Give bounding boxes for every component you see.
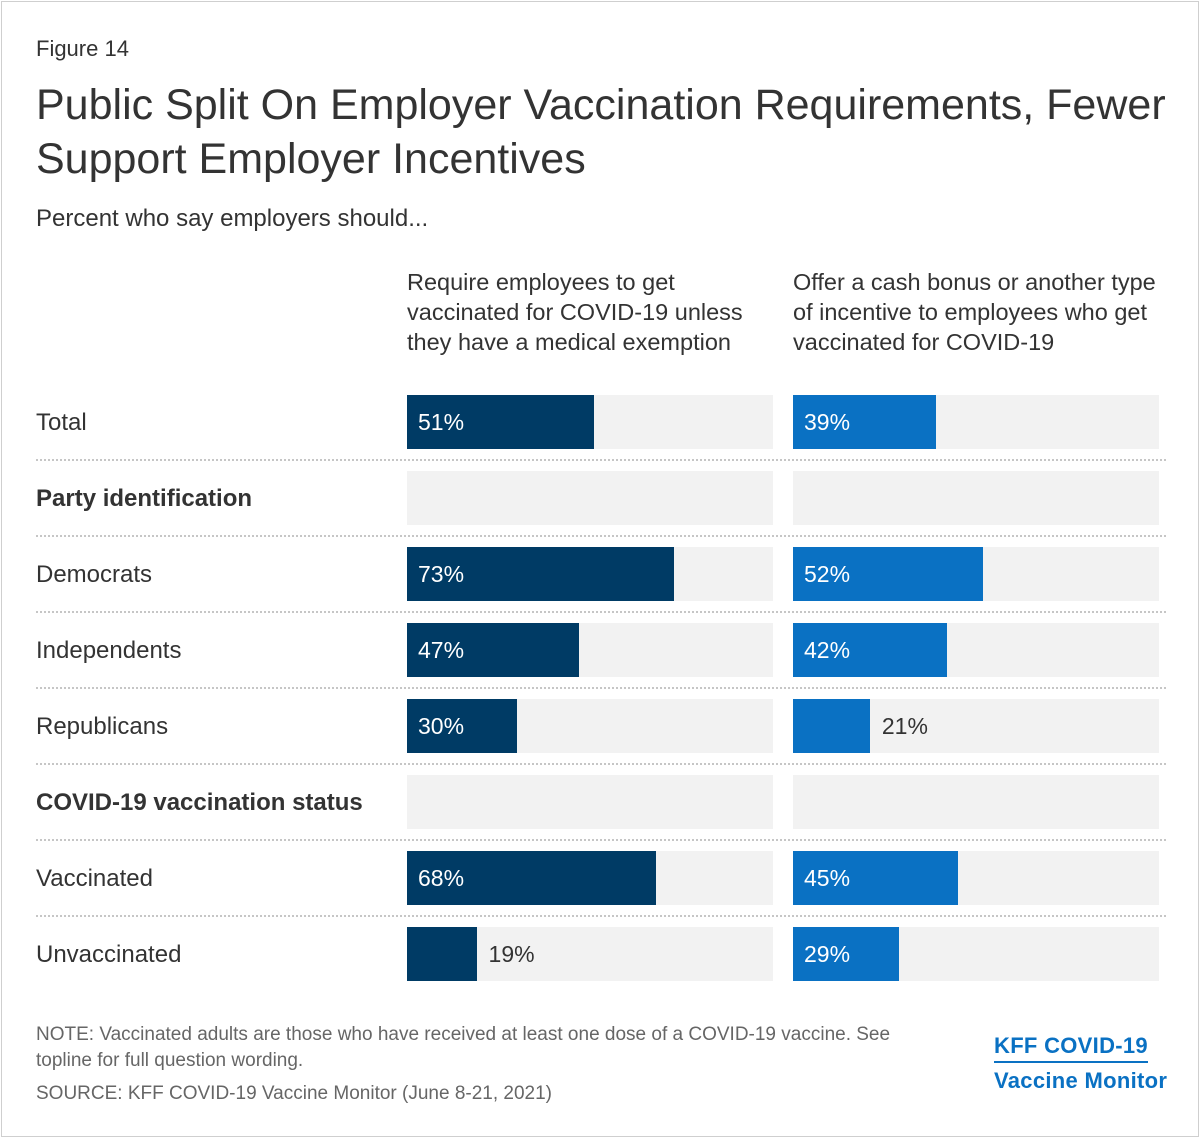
row-divider — [36, 535, 1166, 537]
bar-vaccinated-incentive — [793, 851, 958, 905]
data-label-unvaccinated-require: 19% — [488, 941, 535, 967]
bar-track-covid-19-vaccination-status-incentive — [793, 775, 1159, 829]
footnote: NOTE: Vaccinated adults are those who ha… — [36, 1024, 891, 1071]
bar-track-vaccinated-incentive: 45% — [793, 851, 1159, 905]
row-label-republicans: Republicans — [36, 713, 169, 740]
column-header-incentive: Offer a cash bonus or another type of in… — [793, 269, 1156, 355]
row-label-party-identification: Party identification — [36, 485, 253, 512]
bar-track-party-identification-incentive — [793, 471, 1159, 525]
bar-vaccinated-require — [407, 851, 656, 905]
figure-label: Figure 14 — [36, 36, 129, 61]
brand-logo-line2: Vaccine Monitor — [994, 1068, 1168, 1093]
data-label-republicans-require: 30% — [418, 713, 465, 739]
row-divider — [36, 915, 1166, 917]
bar-unvaccinated-incentive — [793, 927, 900, 981]
row-label-covid-19-vaccination-status: COVID-19 vaccination status — [36, 789, 363, 816]
data-label-total-incentive: 39% — [804, 409, 851, 435]
bar-track-covid-19-vaccination-status-require — [407, 775, 773, 829]
row-divider — [36, 687, 1166, 689]
row-label-independents: Independents — [36, 637, 182, 664]
bar-track-total-incentive: 39% — [793, 395, 1159, 449]
bar-track-unvaccinated-require: 19% — [407, 927, 773, 981]
bar-unvaccinated-require — [407, 927, 477, 981]
bar-track-republicans-incentive: 21% — [793, 699, 1159, 753]
chart-subtitle: Percent who say employers should... — [36, 205, 429, 232]
bar-democrats-incentive — [793, 547, 984, 601]
bar-independents-require — [407, 623, 580, 677]
brand-logo-line1: KFF COVID-19 — [994, 1033, 1148, 1063]
data-label-republicans-incentive: 21% — [881, 713, 928, 739]
row-label-vaccinated: Vaccinated — [36, 865, 153, 892]
bar-republicans-incentive — [793, 699, 870, 753]
row-label-total: Total — [36, 409, 87, 436]
bar-track-independents-incentive: 42% — [793, 623, 1159, 677]
data-label-independents-require: 47% — [418, 637, 465, 663]
bar-independents-incentive — [793, 623, 947, 677]
row-label-democrats: Democrats — [36, 561, 153, 588]
bar-track-democrats-require: 73% — [407, 547, 773, 601]
data-label-independents-incentive: 42% — [804, 637, 851, 663]
data-label-vaccinated-require: 68% — [418, 865, 465, 891]
bar-democrats-require — [407, 547, 675, 601]
column-header-require: Require employees to get vaccinated for … — [407, 269, 743, 355]
bar-total-incentive — [793, 395, 936, 449]
bar-republicans-require — [407, 699, 517, 753]
bar-track-republicans-require: 30% — [407, 699, 773, 753]
bar-track-total-require: 51% — [407, 395, 773, 449]
data-label-democrats-require: 73% — [418, 561, 465, 587]
bar-track-unvaccinated-incentive: 29% — [793, 927, 1159, 981]
bar-track-independents-require: 47% — [407, 623, 773, 677]
row-divider — [36, 763, 1166, 765]
bar-track-democrats-incentive: 52% — [793, 547, 1159, 601]
source-note: SOURCE: KFF COVID-19 Vaccine Monitor (Ju… — [36, 1083, 553, 1104]
row-divider — [36, 611, 1166, 613]
chart-title: Public Split On Employer Vaccination Req… — [36, 81, 1166, 183]
row-divider — [36, 839, 1166, 841]
bar-total-require — [407, 395, 594, 449]
bar-track-vaccinated-require: 68% — [407, 851, 773, 905]
bar-track-party-identification-require — [407, 471, 773, 525]
data-label-unvaccinated-incentive: 29% — [804, 941, 851, 967]
data-label-democrats-incentive: 52% — [804, 561, 851, 587]
row-divider — [36, 459, 1166, 461]
row-label-unvaccinated: Unvaccinated — [36, 941, 182, 968]
data-label-total-require: 51% — [418, 409, 465, 435]
data-label-vaccinated-incentive: 45% — [804, 865, 851, 891]
